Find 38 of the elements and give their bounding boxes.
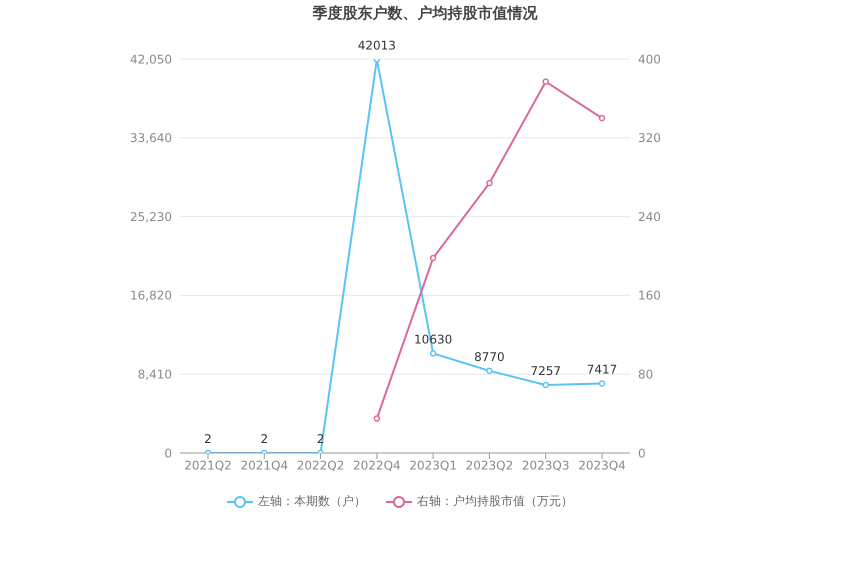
point [542,382,549,388]
y2-tick-label: 400 [638,52,661,66]
point [430,350,436,357]
x-tick-label: 2022Q2 [296,458,344,473]
y2-tick-label: 80 [638,367,654,382]
point [430,254,436,262]
legend-label: 右轴：户均持股市值（万元） [416,493,573,510]
x-tick-label: 2023Q2 [466,458,514,473]
x-tick-label: 2021Q4 [240,458,288,473]
x-tick-label: 2023Q4 [578,458,626,473]
y2-tick-label: 320 [638,131,661,146]
x-tick-label: 2021Q2 [184,458,232,473]
point [486,180,493,186]
x-tick-label: 2022Q4 [353,458,401,473]
data-label: 7257 [530,364,561,378]
data-label: 2 [204,432,212,446]
point [598,114,606,122]
point [374,415,380,422]
data-label: 42013 [358,38,396,52]
y-tick-label: 42,050 [130,52,172,66]
y-tick-label: 8,410 [138,367,172,382]
y2-tick-label: 240 [638,210,661,224]
legend-label: 左轴：本期数（户） [257,493,366,510]
chart-title: 季度股东户数、户均持股市值情况 [312,4,538,23]
data-label: 7417 [586,362,618,377]
y2-tick-label: 160 [638,288,661,303]
x-tick-label: 2023Q1 [409,458,457,473]
data-label: 8770 [474,350,505,364]
y-tick-label: 0 [164,446,172,460]
data-label: 2 [260,432,268,446]
point [542,78,549,85]
y-tick-label: 33,640 [130,131,172,146]
point [486,368,493,374]
y2-tick-label: 0 [638,446,646,460]
y-tick-label: 16,820 [130,288,172,303]
x-tick-label: 2023Q3 [522,458,570,473]
point [598,380,606,387]
y-tick-label: 25,230 [130,210,172,224]
